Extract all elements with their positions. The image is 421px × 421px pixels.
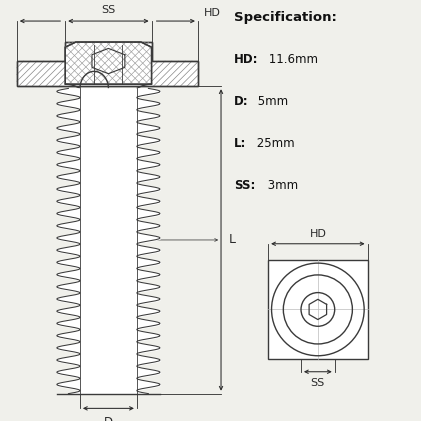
Polygon shape — [17, 42, 198, 86]
Text: SS: SS — [101, 5, 115, 15]
Text: L: L — [229, 234, 236, 246]
Bar — [268, 260, 368, 359]
Text: 25mm: 25mm — [253, 137, 294, 150]
Text: L:: L: — [234, 137, 246, 150]
Text: SS:: SS: — [234, 179, 255, 192]
Text: 11.6mm: 11.6mm — [265, 53, 318, 66]
Text: HD: HD — [309, 229, 326, 239]
Text: HD: HD — [204, 8, 221, 18]
Text: D: D — [104, 416, 113, 421]
Polygon shape — [65, 42, 152, 84]
Text: SS: SS — [311, 378, 325, 388]
Text: Specification:: Specification: — [234, 11, 336, 24]
Text: 5mm: 5mm — [254, 95, 288, 108]
Text: HD:: HD: — [234, 53, 258, 66]
Text: D:: D: — [234, 95, 248, 108]
Text: 3mm: 3mm — [264, 179, 298, 192]
